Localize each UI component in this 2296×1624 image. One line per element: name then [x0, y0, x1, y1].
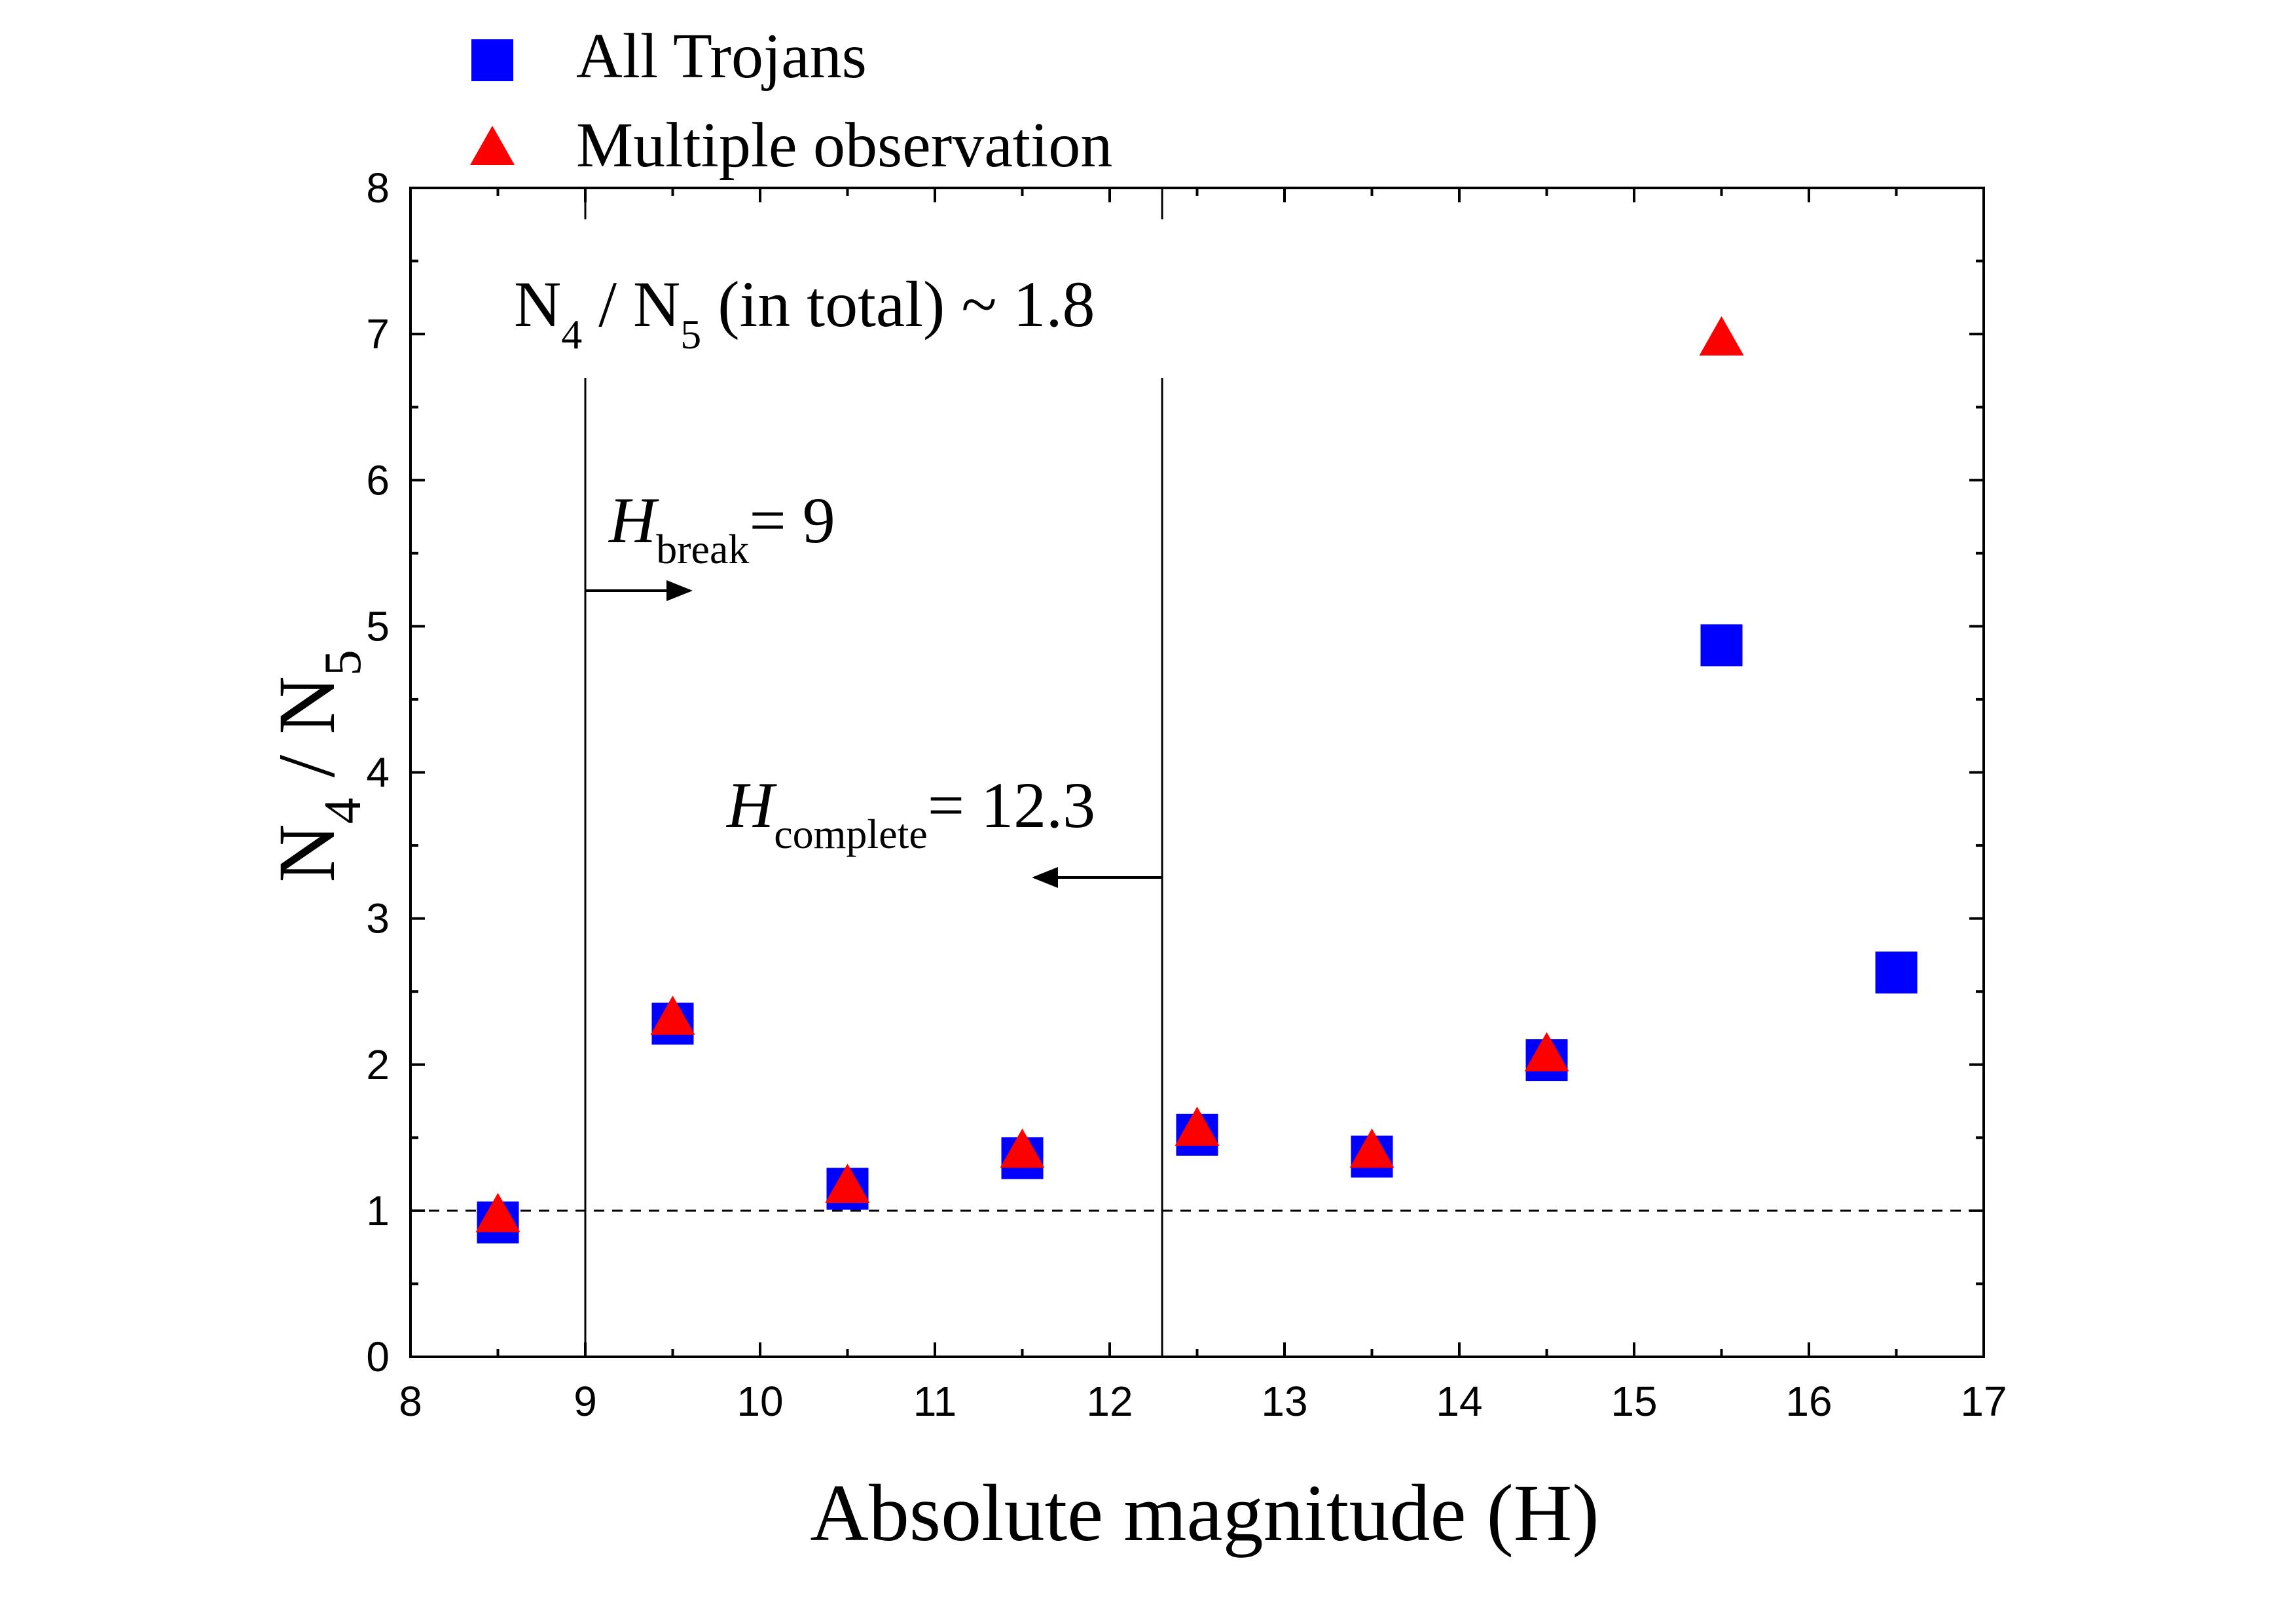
- data-markers: [475, 316, 1918, 1244]
- x-tick-label: 12: [1086, 1378, 1133, 1425]
- y-tick-label: 3: [366, 895, 390, 942]
- ratio-text: N4 / N5 (in total) ~ 1.8: [514, 268, 1095, 358]
- square-marker: [1700, 624, 1743, 667]
- reference-lines: [410, 188, 1984, 1357]
- triangle-marker: [1349, 1128, 1394, 1168]
- legend: All Trojans Multiple observation: [470, 21, 1112, 181]
- y-tick-label: 4: [366, 749, 390, 796]
- triangle-marker: [1000, 1128, 1045, 1168]
- y-tick-label: 0: [366, 1333, 390, 1380]
- y-tick-label: 6: [366, 456, 390, 504]
- triangle-marker: [650, 995, 695, 1035]
- y-tick-label: 1: [366, 1187, 390, 1234]
- x-tick-label: 17: [1960, 1378, 2007, 1425]
- square-marker: [1875, 951, 1918, 994]
- y-axis-title: N4 / N5: [262, 650, 372, 883]
- h-complete-text: Hcomplete= 12.3: [725, 769, 1095, 857]
- triangle-marker: [1524, 1032, 1569, 1072]
- plot-frame: [409, 187, 1985, 1358]
- triangle-marker: [1699, 316, 1744, 356]
- annotation-h-break: Hbreak= 9: [585, 484, 835, 601]
- h-break-text: Hbreak= 9: [608, 484, 835, 572]
- y-tick-label: 2: [366, 1041, 390, 1088]
- x-tick-label: 15: [1611, 1378, 1657, 1425]
- legend-triangle-marker: [470, 126, 515, 165]
- axes: [409, 187, 1985, 1358]
- triangle-marker: [475, 1192, 520, 1232]
- y-tick-label: 5: [366, 602, 390, 650]
- annotation-h-complete: Hcomplete= 12.3: [725, 769, 1163, 888]
- y-tick-label: 8: [366, 164, 390, 212]
- x-tick-label: 13: [1261, 1378, 1307, 1425]
- triangle-marker: [825, 1163, 870, 1203]
- x-tick-label: 8: [399, 1378, 422, 1425]
- legend-label-multiple-observation: Multiple observation: [576, 110, 1112, 181]
- x-axis-title: Absolute magnitude (H): [810, 1468, 1599, 1558]
- x-tick-label: 10: [737, 1378, 783, 1425]
- x-tick-label: 11: [913, 1378, 957, 1425]
- legend-square-marker: [471, 39, 513, 81]
- x-tick-label: 16: [1785, 1378, 1832, 1425]
- triangle-marker: [1175, 1106, 1220, 1146]
- y-tick-label: 7: [366, 310, 390, 358]
- annotation-ratio: N4 / N5 (in total) ~ 1.8: [514, 268, 1095, 358]
- x-tick-label: 9: [574, 1378, 597, 1425]
- x-tick-label: 14: [1436, 1378, 1482, 1425]
- legend-label-all-trojans: All Trojans: [576, 21, 867, 92]
